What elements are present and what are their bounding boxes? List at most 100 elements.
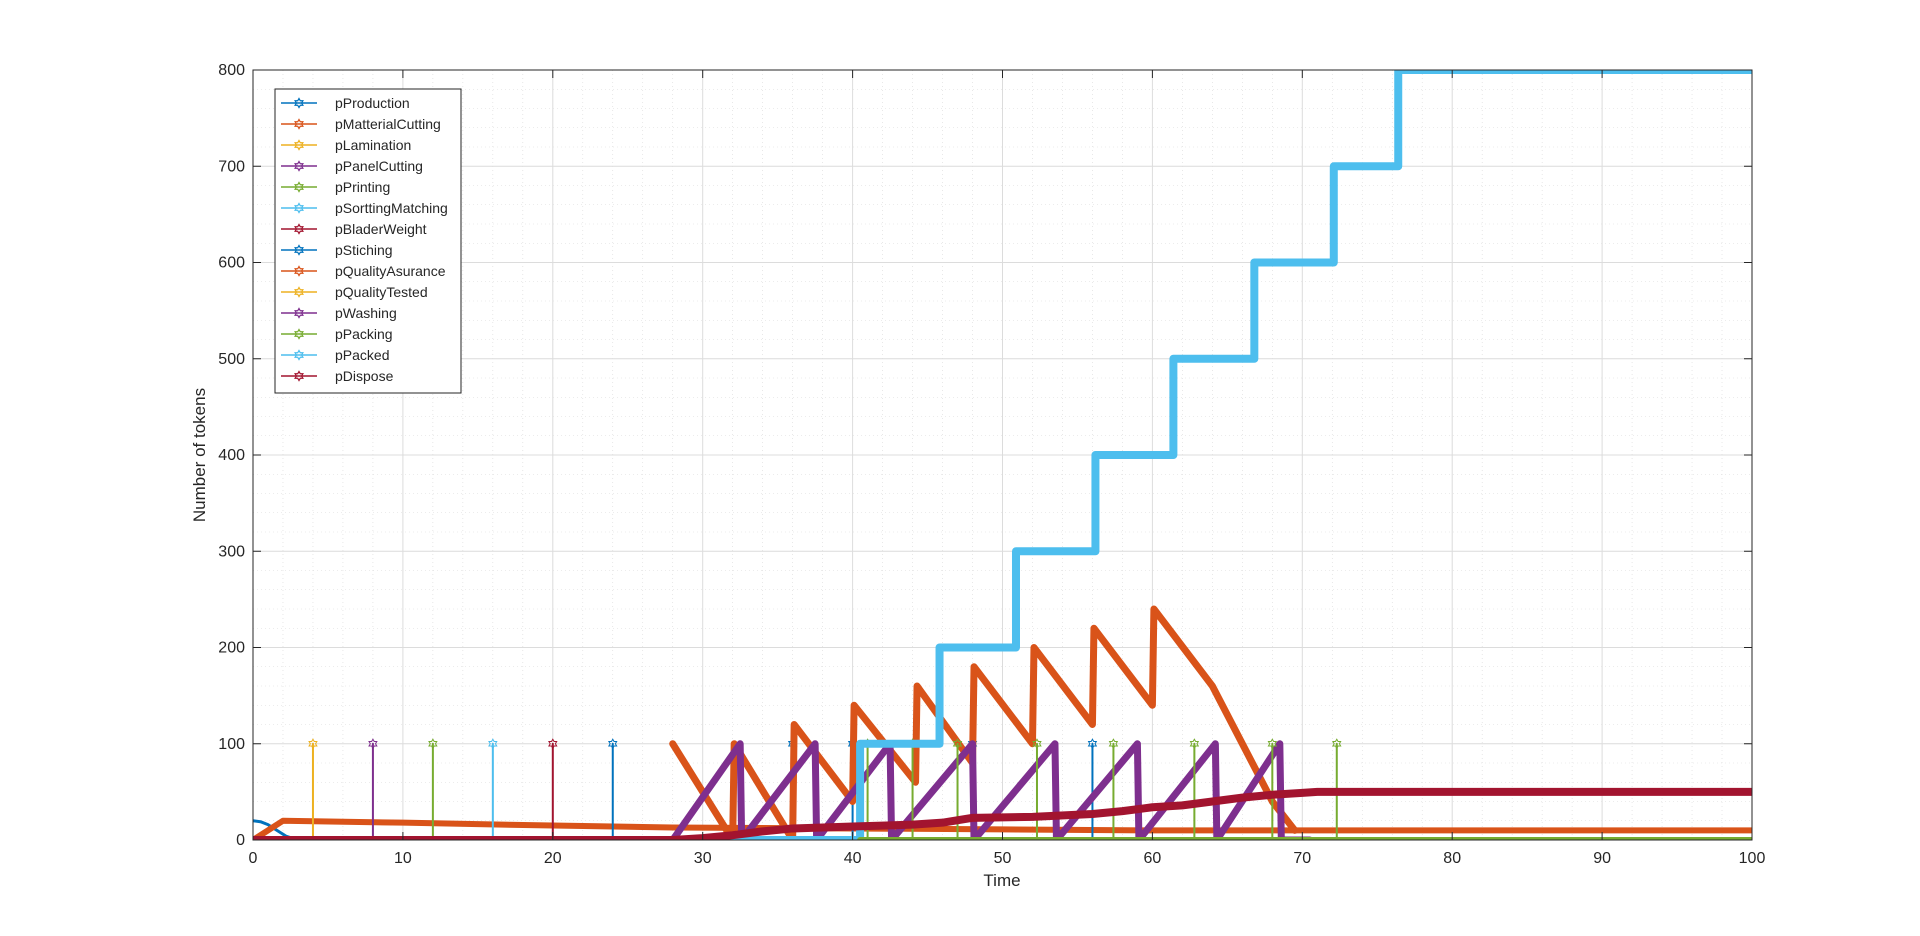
series-pMatterialCutting [253, 817, 1752, 840]
series-line [253, 787, 1752, 840]
series-pQualityAsurance [669, 605, 1299, 840]
y-tick-label: 400 [218, 447, 245, 464]
legend-marker [294, 160, 304, 172]
legend-entry-pMatterialCutting: pMatterialCutting [281, 116, 441, 132]
legend-label: pStiching [335, 242, 393, 258]
legend-label: pProduction [335, 95, 410, 111]
x-tick-label: 50 [994, 850, 1012, 867]
data-point [488, 738, 498, 750]
x-tick-label: 20 [544, 850, 562, 867]
x-tick-label: 60 [1144, 850, 1162, 867]
data-point [1087, 738, 1098, 750]
series-line [253, 742, 1752, 840]
series-pBladerWeight [253, 738, 1752, 840]
series-line [253, 742, 1752, 840]
legend-entry-pProduction: pProduction [281, 95, 410, 111]
data-point [952, 738, 963, 750]
data-point [428, 738, 438, 750]
series-line [253, 742, 1752, 840]
data-point [308, 738, 318, 750]
legend-marker [294, 118, 304, 130]
legend-label: pDispose [335, 368, 394, 384]
legend-entry-pBladerWeight: pBladerWeight [281, 221, 427, 237]
legend-label: pSorttingMatching [335, 200, 448, 216]
legend-marker [294, 139, 304, 151]
data-point [548, 738, 558, 750]
series-line [253, 70, 1752, 840]
legend-label: pBladerWeight [335, 221, 427, 237]
legend-marker [294, 265, 304, 277]
y-tick-label: 600 [218, 255, 245, 272]
legend-label: pPacked [335, 347, 389, 363]
series-line [669, 740, 1314, 840]
legend-entry-pLamination: pLamination [281, 137, 411, 153]
x-tick-label: 0 [249, 850, 258, 867]
legend-label: pLamination [335, 137, 411, 153]
series-pPacked [253, 70, 1752, 840]
x-tick-label: 30 [694, 850, 712, 867]
data-point [368, 738, 378, 750]
x-tick-label: 90 [1593, 850, 1611, 867]
legend-marker [294, 328, 304, 340]
data-point [1032, 738, 1042, 750]
data-point [1108, 738, 1119, 750]
legend-marker [294, 286, 304, 298]
series-line [669, 605, 1299, 840]
legend-marker [294, 202, 304, 214]
legend-label: pPanelCutting [335, 158, 423, 174]
legend-label: pQualityAsurance [335, 263, 446, 279]
series-pProduction [253, 819, 1752, 840]
series-pLamination [253, 738, 1752, 840]
series-line [253, 819, 1752, 840]
data-point [1189, 738, 1200, 750]
y-tick-label: 200 [218, 640, 245, 657]
x-tick-label: 100 [1739, 850, 1766, 867]
y-tick-label: 0 [236, 832, 245, 849]
data-point [1267, 738, 1278, 750]
legend-marker [294, 181, 304, 193]
y-tick-label: 700 [218, 158, 245, 175]
legend-entry-pDispose: pDispose [281, 368, 394, 384]
legend-entry-pQualityTested: pQualityTested [281, 284, 428, 300]
x-tick-label: 70 [1293, 850, 1311, 867]
x-tick-label: 40 [844, 850, 862, 867]
legend-marker [294, 370, 304, 382]
legend-entry-pWashing: pWashing [281, 305, 397, 321]
legend-entry-pPanelCutting: pPanelCutting [281, 158, 423, 174]
series-line [253, 817, 1752, 840]
axis-ticks: 0 10 20 30 40 50 60 70 80 90 100 0 100 200 300 400 500 60… [218, 62, 1765, 867]
y-tick-label: 500 [218, 351, 245, 368]
y-tick-label: 100 [218, 736, 245, 753]
legend-marker [294, 223, 304, 235]
data-point [1332, 738, 1342, 750]
legend-box [274, 88, 462, 394]
legend-entry-pStiching: pStiching [281, 242, 393, 258]
series-layer [253, 70, 1752, 840]
legend-marker [294, 97, 304, 109]
legend-label: pWashing [335, 305, 397, 321]
legend-label: pPacking [335, 326, 393, 342]
series-line [253, 742, 1752, 840]
series-pPanelCutting [253, 738, 1752, 840]
series-pDispose [253, 787, 1752, 840]
series-pSorttingMatching [253, 738, 1752, 840]
legend-label: pPrinting [335, 179, 390, 195]
legend-marker [294, 307, 304, 319]
x-tick-label: 10 [394, 850, 412, 867]
x-tick-label: 80 [1443, 850, 1461, 867]
y-tick-label: 800 [218, 62, 245, 79]
series-pWashing [669, 740, 1314, 840]
y-axis-label: Number of tokens [190, 388, 209, 522]
legend: pProduction pMatterialCutting pLamination p… [274, 88, 462, 394]
series-pPrinting [253, 738, 1752, 840]
legend-entry-pPacking: pPacking [281, 326, 393, 342]
x-axis-label: Time [983, 871, 1020, 890]
data-point [607, 738, 618, 750]
y-tick-label: 300 [218, 543, 245, 560]
legend-marker [294, 349, 304, 361]
legend-entry-pSorttingMatching: pSorttingMatching [281, 200, 448, 216]
legend-label: pMatterialCutting [335, 116, 441, 132]
legend-entry-pQualityAsurance: pQualityAsurance [281, 263, 446, 279]
legend-label: pQualityTested [335, 284, 428, 300]
